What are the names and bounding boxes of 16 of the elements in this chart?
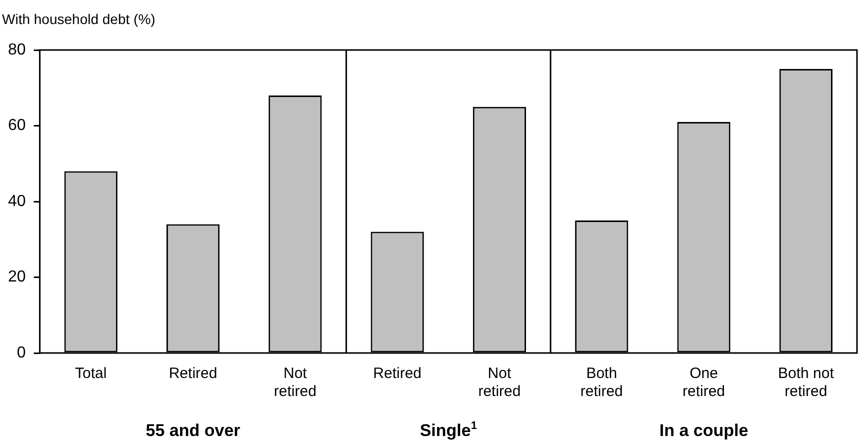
y-tick-label: 40 <box>8 192 26 210</box>
x-tick-label: Retired <box>373 365 422 382</box>
text: In a couple <box>659 421 748 440</box>
x-tick-label: Retired <box>168 365 218 382</box>
x-tick-label: Both retired <box>580 365 623 400</box>
x-tick-label: One retired <box>682 365 726 400</box>
x-tick-label: Both not retired <box>778 365 835 400</box>
x-tick-label: Not retired <box>478 365 521 400</box>
text: 55 and over <box>146 421 241 440</box>
y-tick-label: 60 <box>8 117 26 134</box>
y-tick-label: 80 <box>8 41 26 58</box>
y-tick-label: 20 <box>8 268 26 286</box>
y-tick-label: 0 <box>16 344 26 362</box>
x-tick-label: Total <box>75 365 107 382</box>
y-axis-title: With household debt (%) <box>2 10 156 27</box>
x-tick-label: Not retired <box>274 365 316 400</box>
